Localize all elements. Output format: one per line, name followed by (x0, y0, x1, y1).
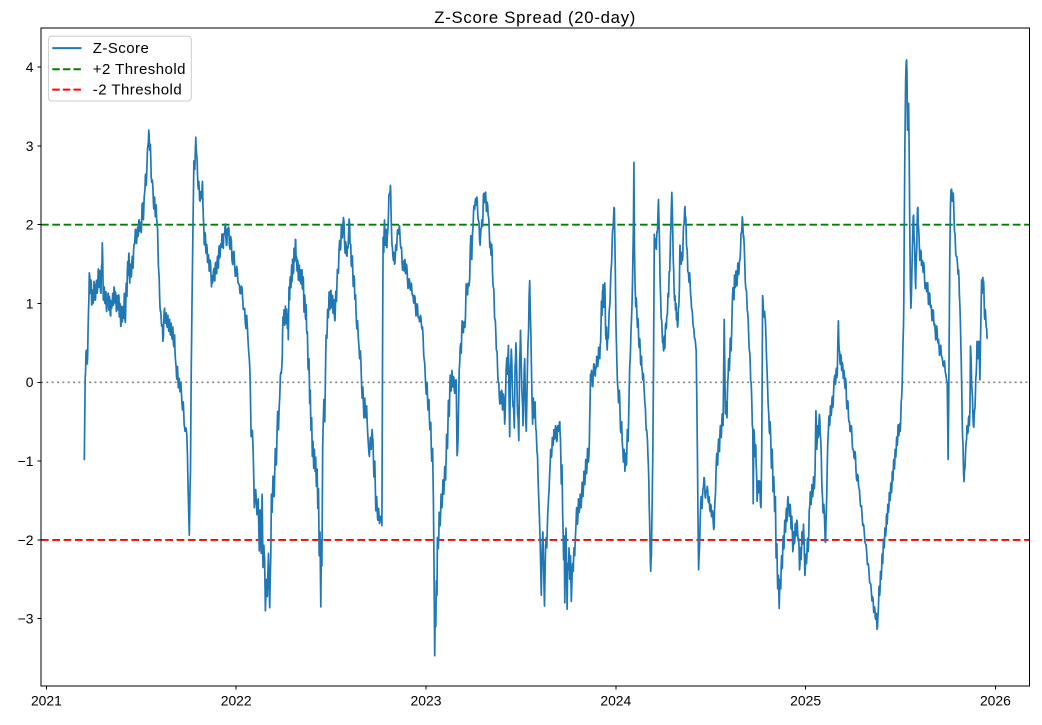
svg-text:2025: 2025 (790, 693, 821, 709)
svg-text:−2: −2 (18, 532, 34, 548)
svg-text:2023: 2023 (411, 693, 442, 709)
svg-text:Z-Score: Z-Score (93, 40, 150, 57)
svg-text:-2 Threshold: -2 Threshold (93, 81, 182, 98)
svg-text:−1: −1 (18, 453, 34, 469)
svg-text:+2 Threshold: +2 Threshold (93, 61, 186, 78)
svg-text:0: 0 (26, 374, 34, 390)
svg-text:Z-Score Spread (20-day): Z-Score Spread (20-day) (434, 8, 636, 27)
svg-text:4: 4 (26, 59, 34, 75)
svg-text:2024: 2024 (600, 693, 631, 709)
svg-text:2: 2 (26, 217, 34, 233)
svg-text:−3: −3 (18, 611, 34, 627)
svg-text:3: 3 (26, 138, 34, 154)
svg-text:2022: 2022 (221, 693, 252, 709)
svg-text:2026: 2026 (980, 693, 1011, 709)
svg-text:1: 1 (26, 295, 34, 311)
svg-text:2021: 2021 (31, 693, 62, 709)
